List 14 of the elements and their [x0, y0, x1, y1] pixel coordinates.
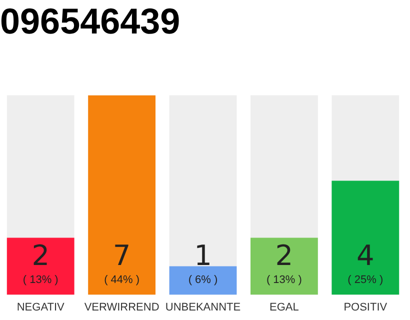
chart-title: 096546439	[0, 0, 180, 42]
data-label: 2 ( 13% )	[22, 238, 58, 286]
x-tick-label: POSITIV	[344, 301, 388, 314]
data-label: 1 ( 6% )	[188, 238, 218, 286]
bar	[250, 238, 318, 295]
data-label: 2 ( 13% )	[266, 238, 302, 286]
x-tick-label: UNBEKANNTE	[165, 301, 241, 314]
x-tick-label: VERWIRREND	[84, 301, 160, 314]
bar	[169, 266, 237, 295]
data-label: 7 ( 44% )	[104, 238, 140, 286]
data-label: 4 ( 25% )	[348, 238, 384, 286]
x-tick-label: EGAL	[270, 301, 299, 314]
bar	[6, 238, 74, 295]
x-tick-label: NEGATIV	[16, 301, 65, 314]
